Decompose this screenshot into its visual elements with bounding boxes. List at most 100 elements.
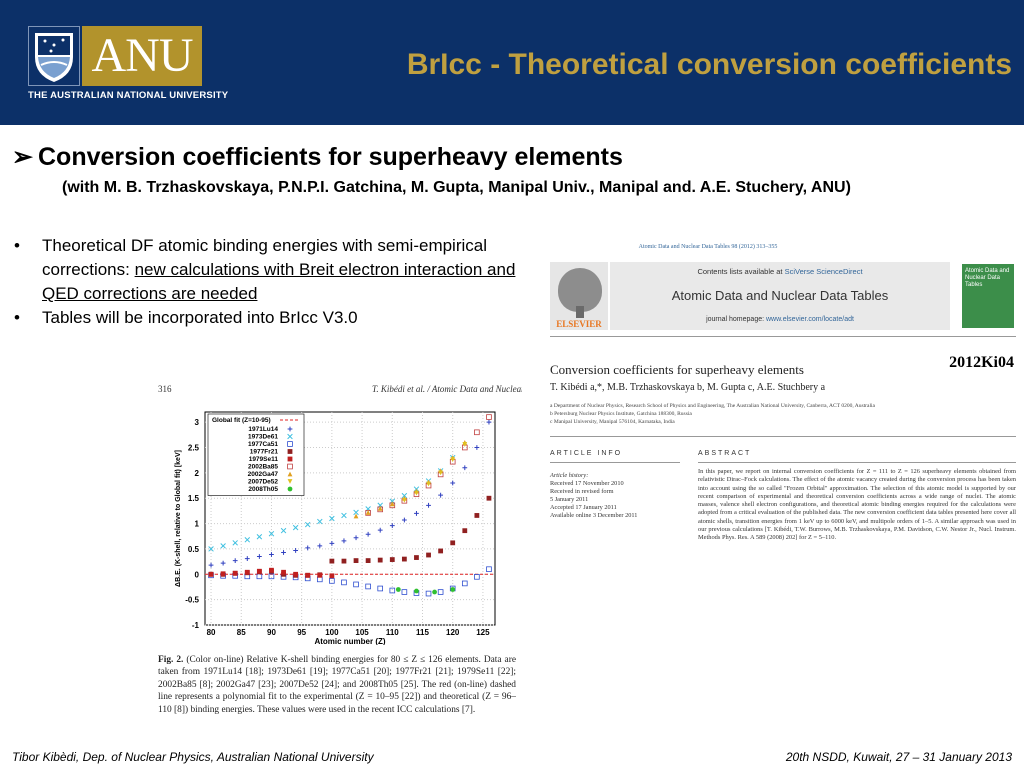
data-point: [450, 480, 456, 486]
data-point: [329, 515, 335, 522]
data-point: [426, 481, 431, 487]
data-point: [304, 521, 311, 528]
x-tick-label: 120: [446, 628, 460, 637]
history-line: Article history:: [550, 472, 589, 479]
data-point: [450, 457, 456, 463]
homepage-link[interactable]: www.elsevier.com/locate/adt: [766, 316, 854, 323]
y-tick-label: -0.5: [185, 596, 199, 605]
data-point: [329, 573, 335, 579]
footer-event: 20th NSDD, Kuwait, 27 – 31 January 2013: [785, 750, 1012, 764]
data-point: [401, 556, 407, 562]
data-point: [426, 502, 431, 508]
article-history: Article history: Received 17 November 20…: [550, 472, 680, 520]
data-point: [486, 419, 492, 425]
journal-masthead: ELSEVIER Contents lists available at Sci…: [548, 262, 1018, 332]
divider: [550, 462, 680, 463]
y-tick-label: 2.5: [188, 444, 200, 453]
data-point: [450, 587, 456, 592]
collaborators: (with M. B. Trzhaskovskaya, P.N.P.I. Gat…: [62, 179, 851, 196]
data-point: [329, 558, 335, 564]
data-point: [232, 558, 238, 563]
data-point: [438, 470, 444, 476]
data-point: [438, 492, 444, 498]
binding-energy-chart: 80 85 90 95 100 105 110 115 120 125 -1 -0.5 0 0.5 1 1.5…: [175, 411, 496, 645]
data-point: [401, 497, 407, 503]
page-number: 316: [158, 384, 172, 394]
sciencedirect-link[interactable]: SciVerse ScienceDirect: [784, 267, 863, 276]
x-tick-label: 100: [325, 628, 339, 637]
legend-swatch: [287, 449, 293, 454]
data-point: [220, 571, 226, 577]
data-point: [377, 527, 383, 533]
data-point: [462, 528, 468, 534]
masthead-center: Contents lists available at SciVerse Sci…: [610, 262, 950, 330]
data-point: [389, 501, 395, 507]
y-tick-label: 0: [195, 570, 200, 579]
university-name: THE AUSTRALIAN NATIONAL UNIVERSITY: [28, 90, 229, 101]
legend-swatch: [287, 463, 293, 470]
slide-header: ANU THE AUSTRALIAN NATIONAL UNIVERSITY B…: [0, 0, 1024, 125]
data-point: [341, 538, 347, 544]
homepage-line: journal homepage: www.elsevier.com/locat…: [610, 316, 950, 323]
data-point: [461, 580, 468, 587]
x-axis-label: Atomic number (Z): [314, 637, 385, 645]
y-tick-label: 3: [195, 418, 200, 427]
x-tick-label: 115: [416, 628, 429, 637]
data-point: [232, 570, 238, 576]
data-point: [353, 535, 359, 541]
data-point: [438, 548, 444, 554]
history-line: Accepted 17 January 2011: [550, 504, 617, 511]
article-first-page: Atomic Data and Nuclear Data Tables 98 (…: [548, 240, 1018, 570]
legend-label: 1971Lu14: [248, 426, 278, 433]
affiliation-line: c Manipal University, Manipal 576104, Ka…: [550, 419, 675, 425]
data-point: [414, 511, 419, 516]
data-point: [268, 530, 275, 537]
data-point: [269, 552, 274, 557]
data-point: [293, 548, 299, 553]
history-line: Available online 3 December 2011: [550, 512, 638, 519]
y-axis-label: ΔB.E. (K-shell, relative to Global fit) …: [175, 450, 182, 587]
divider: [698, 462, 1016, 463]
data-point: [395, 587, 401, 592]
data-point: [365, 510, 371, 515]
data-point: [486, 566, 492, 573]
data-point: [244, 537, 251, 543]
data-point: [365, 558, 371, 563]
data-point: [486, 414, 492, 420]
data-point: [377, 585, 384, 592]
data-point: [341, 558, 347, 564]
data-point: [208, 562, 214, 568]
legend-label: 1977Ca51: [248, 441, 278, 448]
history-line: Received in revised form: [550, 488, 614, 495]
reference-tag: 2012Ki04: [949, 354, 1014, 371]
data-point: [208, 571, 214, 577]
legend-swatch: [287, 433, 293, 440]
legend-swatch: [287, 441, 293, 447]
data-point: [220, 543, 226, 549]
data-point: [474, 445, 480, 450]
abstract-heading: ABSTRACT: [698, 450, 752, 457]
tree-trunk: [576, 306, 584, 318]
anu-wordmark: ANU: [82, 26, 202, 86]
bullet-item: • Tables will be incorporated into BrIcc…: [12, 306, 522, 330]
data-point: [414, 490, 419, 496]
data-point: [292, 524, 299, 531]
data-point: [329, 578, 335, 584]
legend-label: 2008Th05: [248, 486, 278, 493]
bullet-dot: •: [14, 308, 20, 327]
footer-author: Tibor Kibèdi, Dep. of Nuclear Physics, A…: [12, 750, 374, 764]
data-point: [208, 546, 214, 552]
data-point: [353, 581, 359, 588]
data-point: [341, 512, 347, 519]
anu-logo: ANU: [28, 26, 202, 86]
running-head: T. Kibédi et al. / Atomic Data and Nucle…: [372, 384, 522, 394]
figure-page-excerpt: 316 T. Kibédi et al. / Atomic Data and N…: [150, 380, 525, 735]
elsevier-logo: ELSEVIER: [550, 262, 608, 330]
legend-box: [207, 413, 305, 496]
data-point: [341, 579, 347, 586]
bullet-text: Theoretical DF atomic binding energies w…: [42, 236, 488, 279]
data-point: [389, 587, 396, 594]
data-point: [353, 513, 359, 519]
data-point: [474, 429, 480, 436]
data-point: [377, 557, 383, 563]
